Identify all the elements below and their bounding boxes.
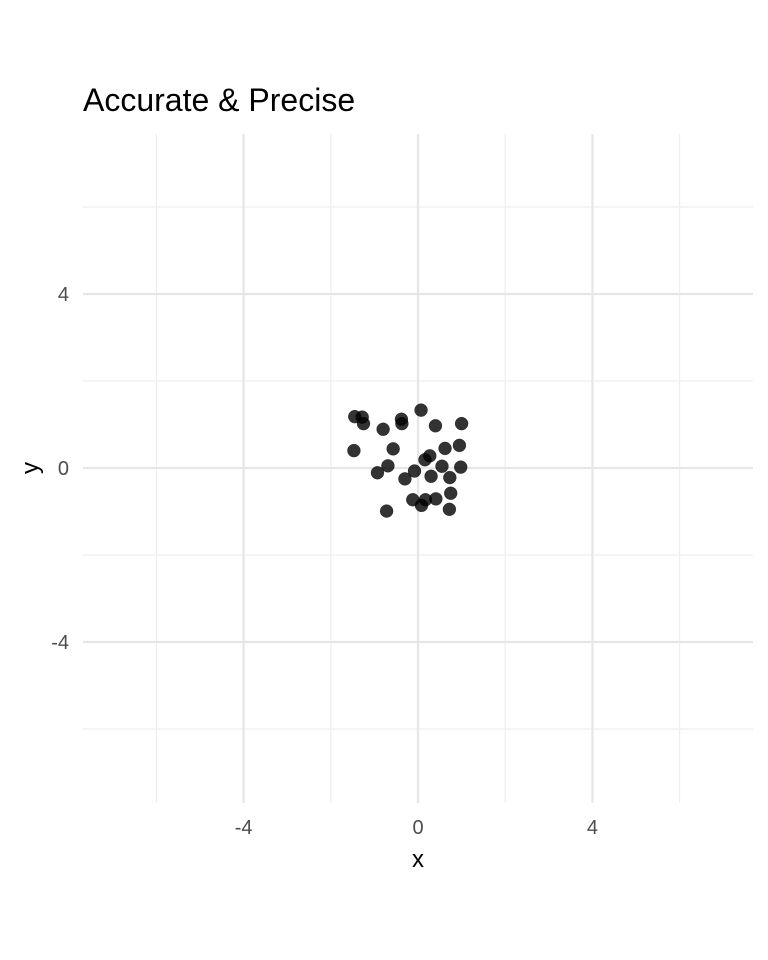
data-point — [414, 403, 428, 417]
data-point — [435, 459, 449, 474]
y-tick-labels: -4 0 4 — [51, 284, 69, 654]
y-tick-label: -4 — [51, 632, 69, 654]
data-point — [398, 472, 412, 486]
y-axis-title: y — [17, 462, 44, 474]
x-tick-label: 4 — [587, 817, 598, 839]
x-axis-title: x — [412, 846, 424, 873]
x-tick-label: -4 — [235, 817, 253, 839]
chart-title: Accurate & Precise — [83, 82, 355, 118]
x-tick-label: 0 — [412, 817, 423, 839]
data-point — [370, 466, 385, 480]
data-point — [453, 460, 468, 474]
data-point — [442, 502, 457, 517]
data-point — [414, 498, 429, 513]
data-point — [386, 442, 400, 456]
data-point — [381, 459, 395, 473]
data-point — [429, 492, 443, 506]
data-point — [395, 416, 409, 431]
data-point — [428, 419, 443, 433]
data-point — [418, 452, 432, 467]
data-point — [407, 464, 422, 478]
data-point — [438, 441, 452, 456]
data-point — [443, 486, 458, 500]
y-tick-label: 0 — [58, 458, 69, 480]
data-point — [376, 422, 390, 437]
points — [347, 403, 469, 518]
data-point — [443, 470, 457, 485]
data-point — [452, 438, 467, 453]
data-point — [379, 504, 394, 518]
y-tick-label: 4 — [58, 284, 69, 306]
data-point — [356, 416, 371, 431]
data-point — [347, 443, 361, 458]
x-tick-labels: -4 0 4 — [235, 817, 598, 839]
data-point — [454, 416, 469, 431]
data-point — [424, 469, 438, 484]
